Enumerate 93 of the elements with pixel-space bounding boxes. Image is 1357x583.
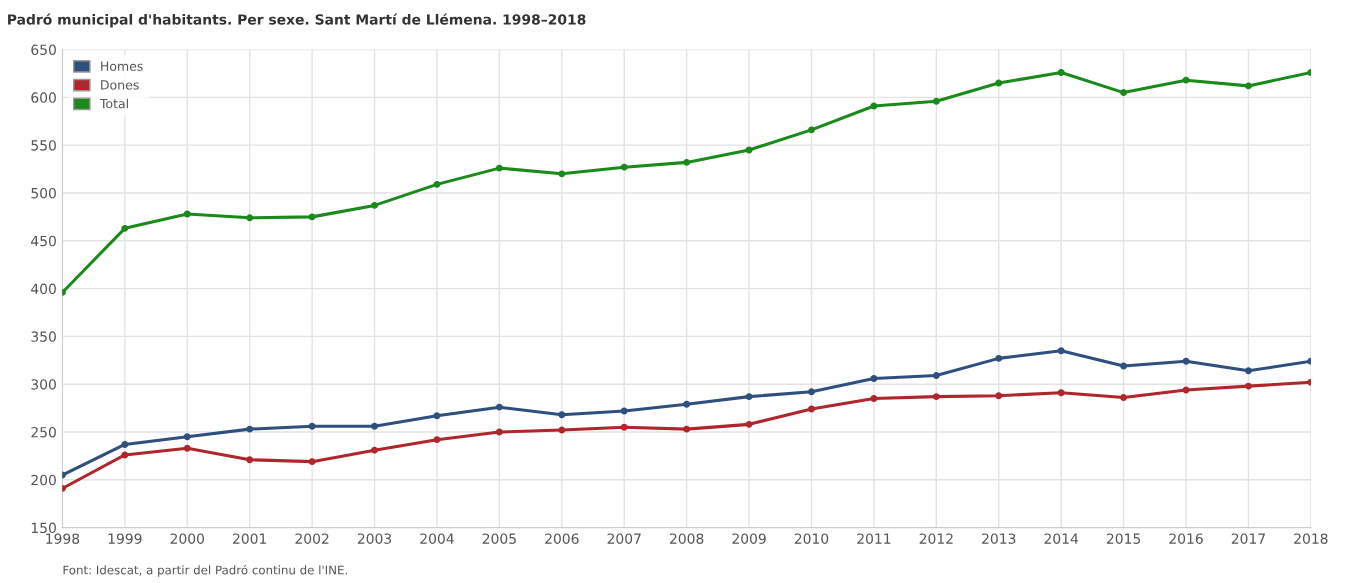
- point: [1244, 82, 1252, 90]
- point: [1120, 89, 1128, 97]
- x-tick-label: 2008: [669, 533, 704, 544]
- point: [745, 420, 753, 428]
- point: [183, 210, 191, 218]
- point: [995, 79, 1003, 87]
- x-tick-label: 2015: [1106, 533, 1141, 544]
- point: [620, 163, 628, 171]
- x-tick-label: 2002: [295, 533, 329, 544]
- y-tick-label: 550: [31, 140, 56, 151]
- point: [183, 444, 191, 452]
- point: [495, 428, 503, 436]
- x-tick-label: 2010: [794, 533, 829, 544]
- point: [932, 97, 940, 105]
- point: [1120, 394, 1128, 402]
- x-tick-label: 2011: [857, 533, 891, 544]
- point: [433, 180, 441, 188]
- point: [246, 425, 254, 433]
- point: [808, 405, 815, 413]
- point: [371, 422, 379, 430]
- point: [1244, 382, 1252, 390]
- x-tick-label: 2009: [732, 533, 766, 544]
- y-tick-label: 500: [31, 187, 56, 199]
- point: [620, 407, 628, 415]
- point: [1057, 347, 1065, 355]
- point: [371, 446, 379, 454]
- y-tick-label: 200: [31, 474, 56, 486]
- point: [995, 392, 1003, 400]
- point: [558, 426, 566, 434]
- y-tick-label: 450: [31, 235, 56, 247]
- x-tick-label: 2012: [919, 533, 953, 544]
- point: [870, 395, 878, 403]
- point: [495, 403, 503, 411]
- point: [808, 126, 815, 134]
- x-tick-label: 2001: [233, 533, 267, 544]
- y-tick-label: 400: [31, 283, 56, 295]
- point: [308, 458, 316, 466]
- point: [745, 146, 753, 154]
- point: [1120, 362, 1128, 370]
- x-tick-label: 2018: [1294, 533, 1328, 544]
- x-tick-label: 2016: [1169, 533, 1203, 544]
- y-tick-label: 150: [31, 522, 56, 534]
- x-tick-label: 2017: [1231, 533, 1265, 544]
- point: [308, 213, 316, 221]
- point: [433, 436, 441, 444]
- y-tick-label: 300: [31, 379, 56, 390]
- y-tick-label: 250: [31, 426, 56, 438]
- point: [121, 224, 129, 232]
- point: [495, 164, 503, 172]
- point: [683, 400, 691, 408]
- y-tick-label: 600: [31, 92, 56, 103]
- point: [932, 372, 940, 380]
- point: [1057, 69, 1065, 76]
- point: [121, 440, 129, 448]
- x-tick-label: 2005: [482, 533, 516, 544]
- point: [995, 354, 1003, 362]
- point: [683, 158, 691, 166]
- x-tick-label: 2007: [607, 533, 641, 544]
- legend-label: Total: [99, 98, 128, 109]
- point: [1182, 357, 1190, 365]
- point: [870, 374, 878, 382]
- point: [558, 411, 566, 419]
- point: [745, 393, 753, 401]
- x-tick-label: 2003: [357, 533, 392, 544]
- point: [1244, 367, 1252, 375]
- point: [620, 423, 628, 431]
- point: [932, 393, 940, 401]
- point: [558, 170, 566, 178]
- point: [1057, 389, 1065, 397]
- x-tick-label: 2014: [1044, 533, 1079, 544]
- legend-label: Dones: [101, 80, 139, 90]
- chart-title: Padró municipal d'habitants. Per sexe. Sant Martí de Llémena. 1998–2018: [8, 13, 586, 28]
- point: [1182, 76, 1190, 84]
- point: [246, 214, 254, 222]
- legend-label: Homes: [101, 61, 143, 71]
- point: [808, 388, 815, 396]
- point: [308, 422, 316, 430]
- point: [870, 102, 878, 110]
- point: [183, 433, 191, 441]
- x-tick-label: 2000: [170, 533, 205, 544]
- text: Font: Idescat, a partir del Padró continu de l'INE.: [63, 564, 347, 577]
- x-tick-label: 2013: [982, 533, 1016, 544]
- y-tick-label: 350: [31, 331, 56, 342]
- point: [433, 412, 441, 420]
- point: [371, 201, 379, 209]
- y-tick-label: 650: [31, 44, 56, 56]
- x-tick-label: 1998: [46, 533, 80, 544]
- point: [683, 425, 691, 433]
- point: [246, 456, 254, 464]
- x-tick-label: 2004: [420, 533, 454, 544]
- x-tick-label: 1999: [108, 533, 142, 544]
- point: [121, 451, 129, 459]
- x-tick-label: 2006: [545, 533, 579, 544]
